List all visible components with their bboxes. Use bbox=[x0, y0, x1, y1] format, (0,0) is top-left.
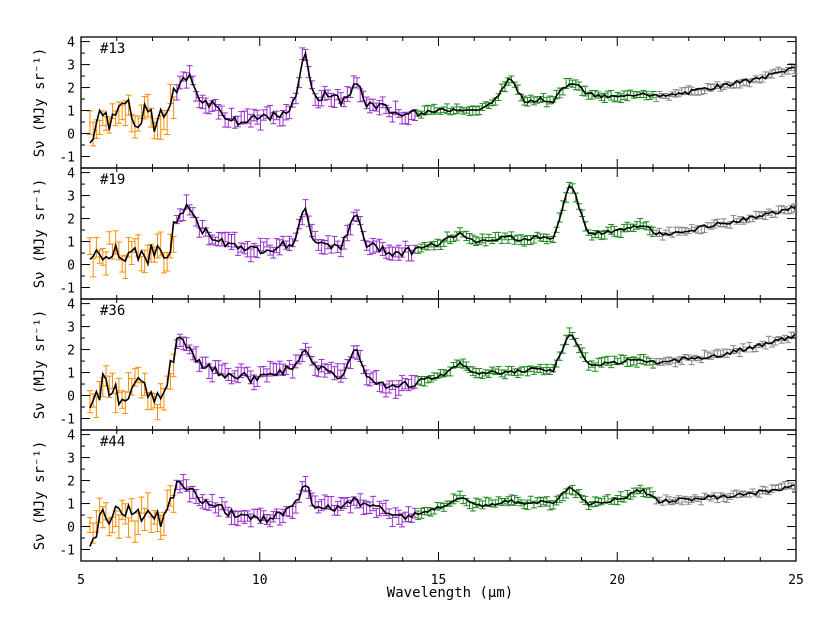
x-tick-label: 10 bbox=[252, 573, 268, 588]
panels-layer: -1 0 1 2 3 4 #13 Sν (MJy sr⁻¹) -1 0 1 2 3 4 #19 Sν (MJy… bbox=[32, 36, 798, 562]
panel-label: #19 bbox=[100, 172, 125, 188]
panel-13: -1 0 1 2 3 4 #13 Sν (MJy sr⁻¹) bbox=[32, 36, 798, 169]
y-tick-label: 4 bbox=[67, 36, 75, 51]
x-axis-ticks bbox=[80, 299, 797, 430]
model-line bbox=[89, 184, 796, 267]
y-tick-label: 1 bbox=[67, 498, 75, 513]
y-tick-label: 3 bbox=[67, 59, 75, 74]
panel-label: #36 bbox=[100, 303, 125, 319]
model-line bbox=[89, 480, 795, 547]
panel-frame bbox=[80, 36, 797, 169]
x-axis-ticks bbox=[80, 430, 797, 561]
y-tick-label: 0 bbox=[67, 521, 75, 536]
panel-36: -1 0 1 2 3 4 #36 Sν (MJy sr⁻¹) bbox=[32, 298, 798, 431]
y-axis-title: Sν (MJy sr⁻¹) bbox=[32, 179, 48, 289]
panel-19: -1 0 1 2 3 4 #19 Sν (MJy sr⁻¹) bbox=[32, 167, 798, 300]
y-tick-label: 4 bbox=[67, 298, 75, 313]
y-tick-label: 4 bbox=[67, 429, 75, 444]
y-tick-label: 2 bbox=[67, 475, 75, 490]
y-axis-title: Sν (MJy sr⁻¹) bbox=[32, 441, 48, 551]
y-tick-label: -1 bbox=[59, 282, 75, 297]
x-tick-label: 20 bbox=[609, 573, 625, 588]
y-tick-label: 1 bbox=[67, 236, 75, 251]
x-tick-labels: 5 10 15 20 25 bbox=[77, 573, 804, 588]
panel-frame bbox=[80, 429, 797, 562]
panel-label: #44 bbox=[100, 434, 125, 450]
y-tick-label: 2 bbox=[67, 344, 75, 359]
y-axis-title: Sν (MJy sr⁻¹) bbox=[32, 48, 48, 158]
y-tick-label: 3 bbox=[67, 321, 75, 336]
y-tick-label: 2 bbox=[67, 82, 75, 97]
panel-label: #13 bbox=[100, 41, 125, 57]
y-tick-label: 1 bbox=[67, 105, 75, 120]
y-axis-ticks: -1 0 1 2 3 4 bbox=[59, 36, 796, 169]
y-tick-label: 0 bbox=[67, 390, 75, 405]
observed-data bbox=[86, 327, 798, 421]
y-axis-title: Sν (MJy sr⁻¹) bbox=[32, 310, 48, 420]
observed-data bbox=[86, 47, 798, 147]
observed-data bbox=[86, 474, 798, 544]
y-tick-label: -1 bbox=[59, 151, 75, 166]
y-axis-ticks: -1 0 1 2 3 4 bbox=[59, 429, 796, 562]
y-tick-label: 3 bbox=[67, 452, 75, 467]
y-tick-label: 3 bbox=[67, 190, 75, 205]
x-axis-title: Wavelength (μm) bbox=[387, 585, 513, 601]
y-tick-label: 0 bbox=[67, 128, 75, 143]
x-axis-ticks bbox=[80, 37, 797, 168]
y-tick-label: 0 bbox=[67, 259, 75, 274]
panel-44: -1 0 1 2 3 4 #44 Sν (MJy sr⁻¹) bbox=[32, 429, 798, 562]
model-line bbox=[89, 50, 795, 144]
y-axis-ticks: -1 0 1 2 3 4 bbox=[59, 167, 796, 300]
y-tick-label: -1 bbox=[59, 413, 75, 428]
x-axis-ticks bbox=[80, 168, 797, 299]
x-tick-label: 25 bbox=[788, 573, 804, 588]
x-tick-label: 5 bbox=[77, 573, 85, 588]
y-tick-label: 4 bbox=[67, 167, 75, 182]
y-tick-label: -1 bbox=[59, 544, 75, 559]
model-line bbox=[89, 333, 796, 409]
x-tick-label: 15 bbox=[431, 573, 447, 588]
y-tick-label: 1 bbox=[67, 367, 75, 382]
y-tick-label: 2 bbox=[67, 213, 75, 228]
